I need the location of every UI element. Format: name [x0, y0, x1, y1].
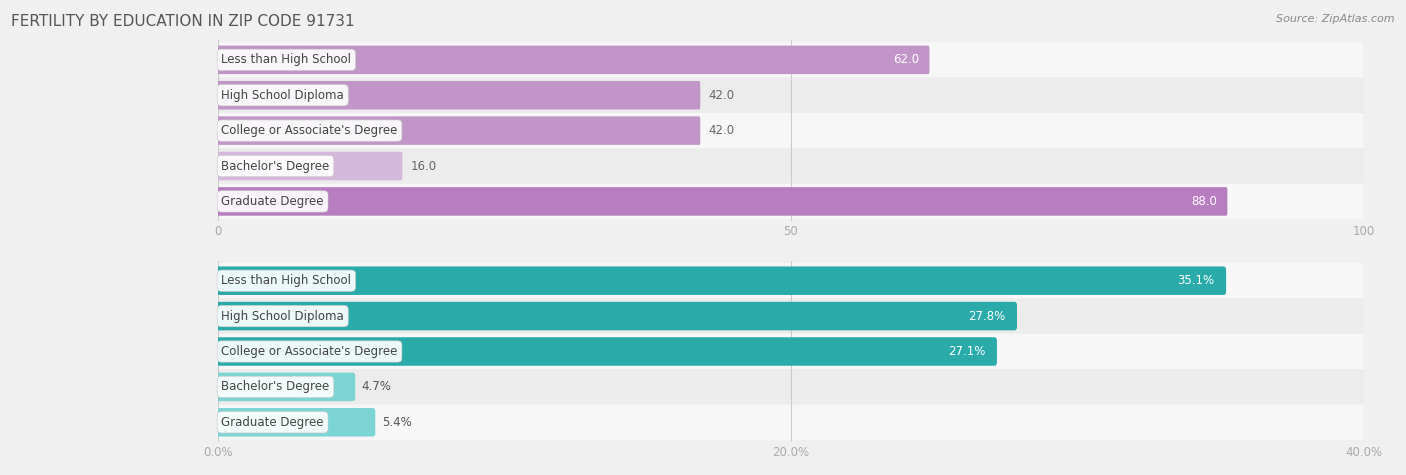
- Text: 5.4%: 5.4%: [382, 416, 412, 429]
- Text: 62.0: 62.0: [893, 53, 920, 67]
- FancyBboxPatch shape: [217, 152, 402, 180]
- Text: Graduate Degree: Graduate Degree: [221, 416, 323, 429]
- Text: 27.1%: 27.1%: [948, 345, 986, 358]
- FancyBboxPatch shape: [217, 187, 1227, 216]
- FancyBboxPatch shape: [215, 408, 375, 437]
- FancyBboxPatch shape: [218, 334, 1364, 369]
- Text: 88.0: 88.0: [1191, 195, 1218, 208]
- Text: Less than High School: Less than High School: [221, 53, 352, 67]
- Text: 27.8%: 27.8%: [967, 310, 1005, 323]
- Text: Bachelor's Degree: Bachelor's Degree: [221, 160, 329, 172]
- Text: 16.0: 16.0: [411, 160, 437, 172]
- Text: Source: ZipAtlas.com: Source: ZipAtlas.com: [1277, 14, 1395, 24]
- Text: Graduate Degree: Graduate Degree: [221, 195, 323, 208]
- FancyBboxPatch shape: [218, 148, 1364, 184]
- FancyBboxPatch shape: [215, 266, 1226, 295]
- FancyBboxPatch shape: [217, 46, 929, 74]
- FancyBboxPatch shape: [218, 184, 1364, 219]
- FancyBboxPatch shape: [218, 405, 1364, 440]
- Text: College or Associate's Degree: College or Associate's Degree: [221, 124, 398, 137]
- Text: 42.0: 42.0: [709, 89, 734, 102]
- Text: High School Diploma: High School Diploma: [221, 89, 344, 102]
- Text: Bachelor's Degree: Bachelor's Degree: [221, 380, 329, 393]
- Text: High School Diploma: High School Diploma: [221, 310, 344, 323]
- FancyBboxPatch shape: [215, 302, 1017, 331]
- FancyBboxPatch shape: [218, 42, 1364, 77]
- Text: 4.7%: 4.7%: [361, 380, 392, 393]
- FancyBboxPatch shape: [218, 113, 1364, 148]
- FancyBboxPatch shape: [217, 81, 700, 110]
- FancyBboxPatch shape: [215, 337, 997, 366]
- Text: 42.0: 42.0: [709, 124, 734, 137]
- FancyBboxPatch shape: [218, 369, 1364, 405]
- Text: Less than High School: Less than High School: [221, 274, 352, 287]
- FancyBboxPatch shape: [215, 372, 356, 401]
- FancyBboxPatch shape: [218, 298, 1364, 334]
- FancyBboxPatch shape: [217, 116, 700, 145]
- Text: 35.1%: 35.1%: [1177, 274, 1215, 287]
- Text: FERTILITY BY EDUCATION IN ZIP CODE 91731: FERTILITY BY EDUCATION IN ZIP CODE 91731: [11, 14, 354, 29]
- Text: College or Associate's Degree: College or Associate's Degree: [221, 345, 398, 358]
- FancyBboxPatch shape: [218, 263, 1364, 298]
- FancyBboxPatch shape: [218, 77, 1364, 113]
